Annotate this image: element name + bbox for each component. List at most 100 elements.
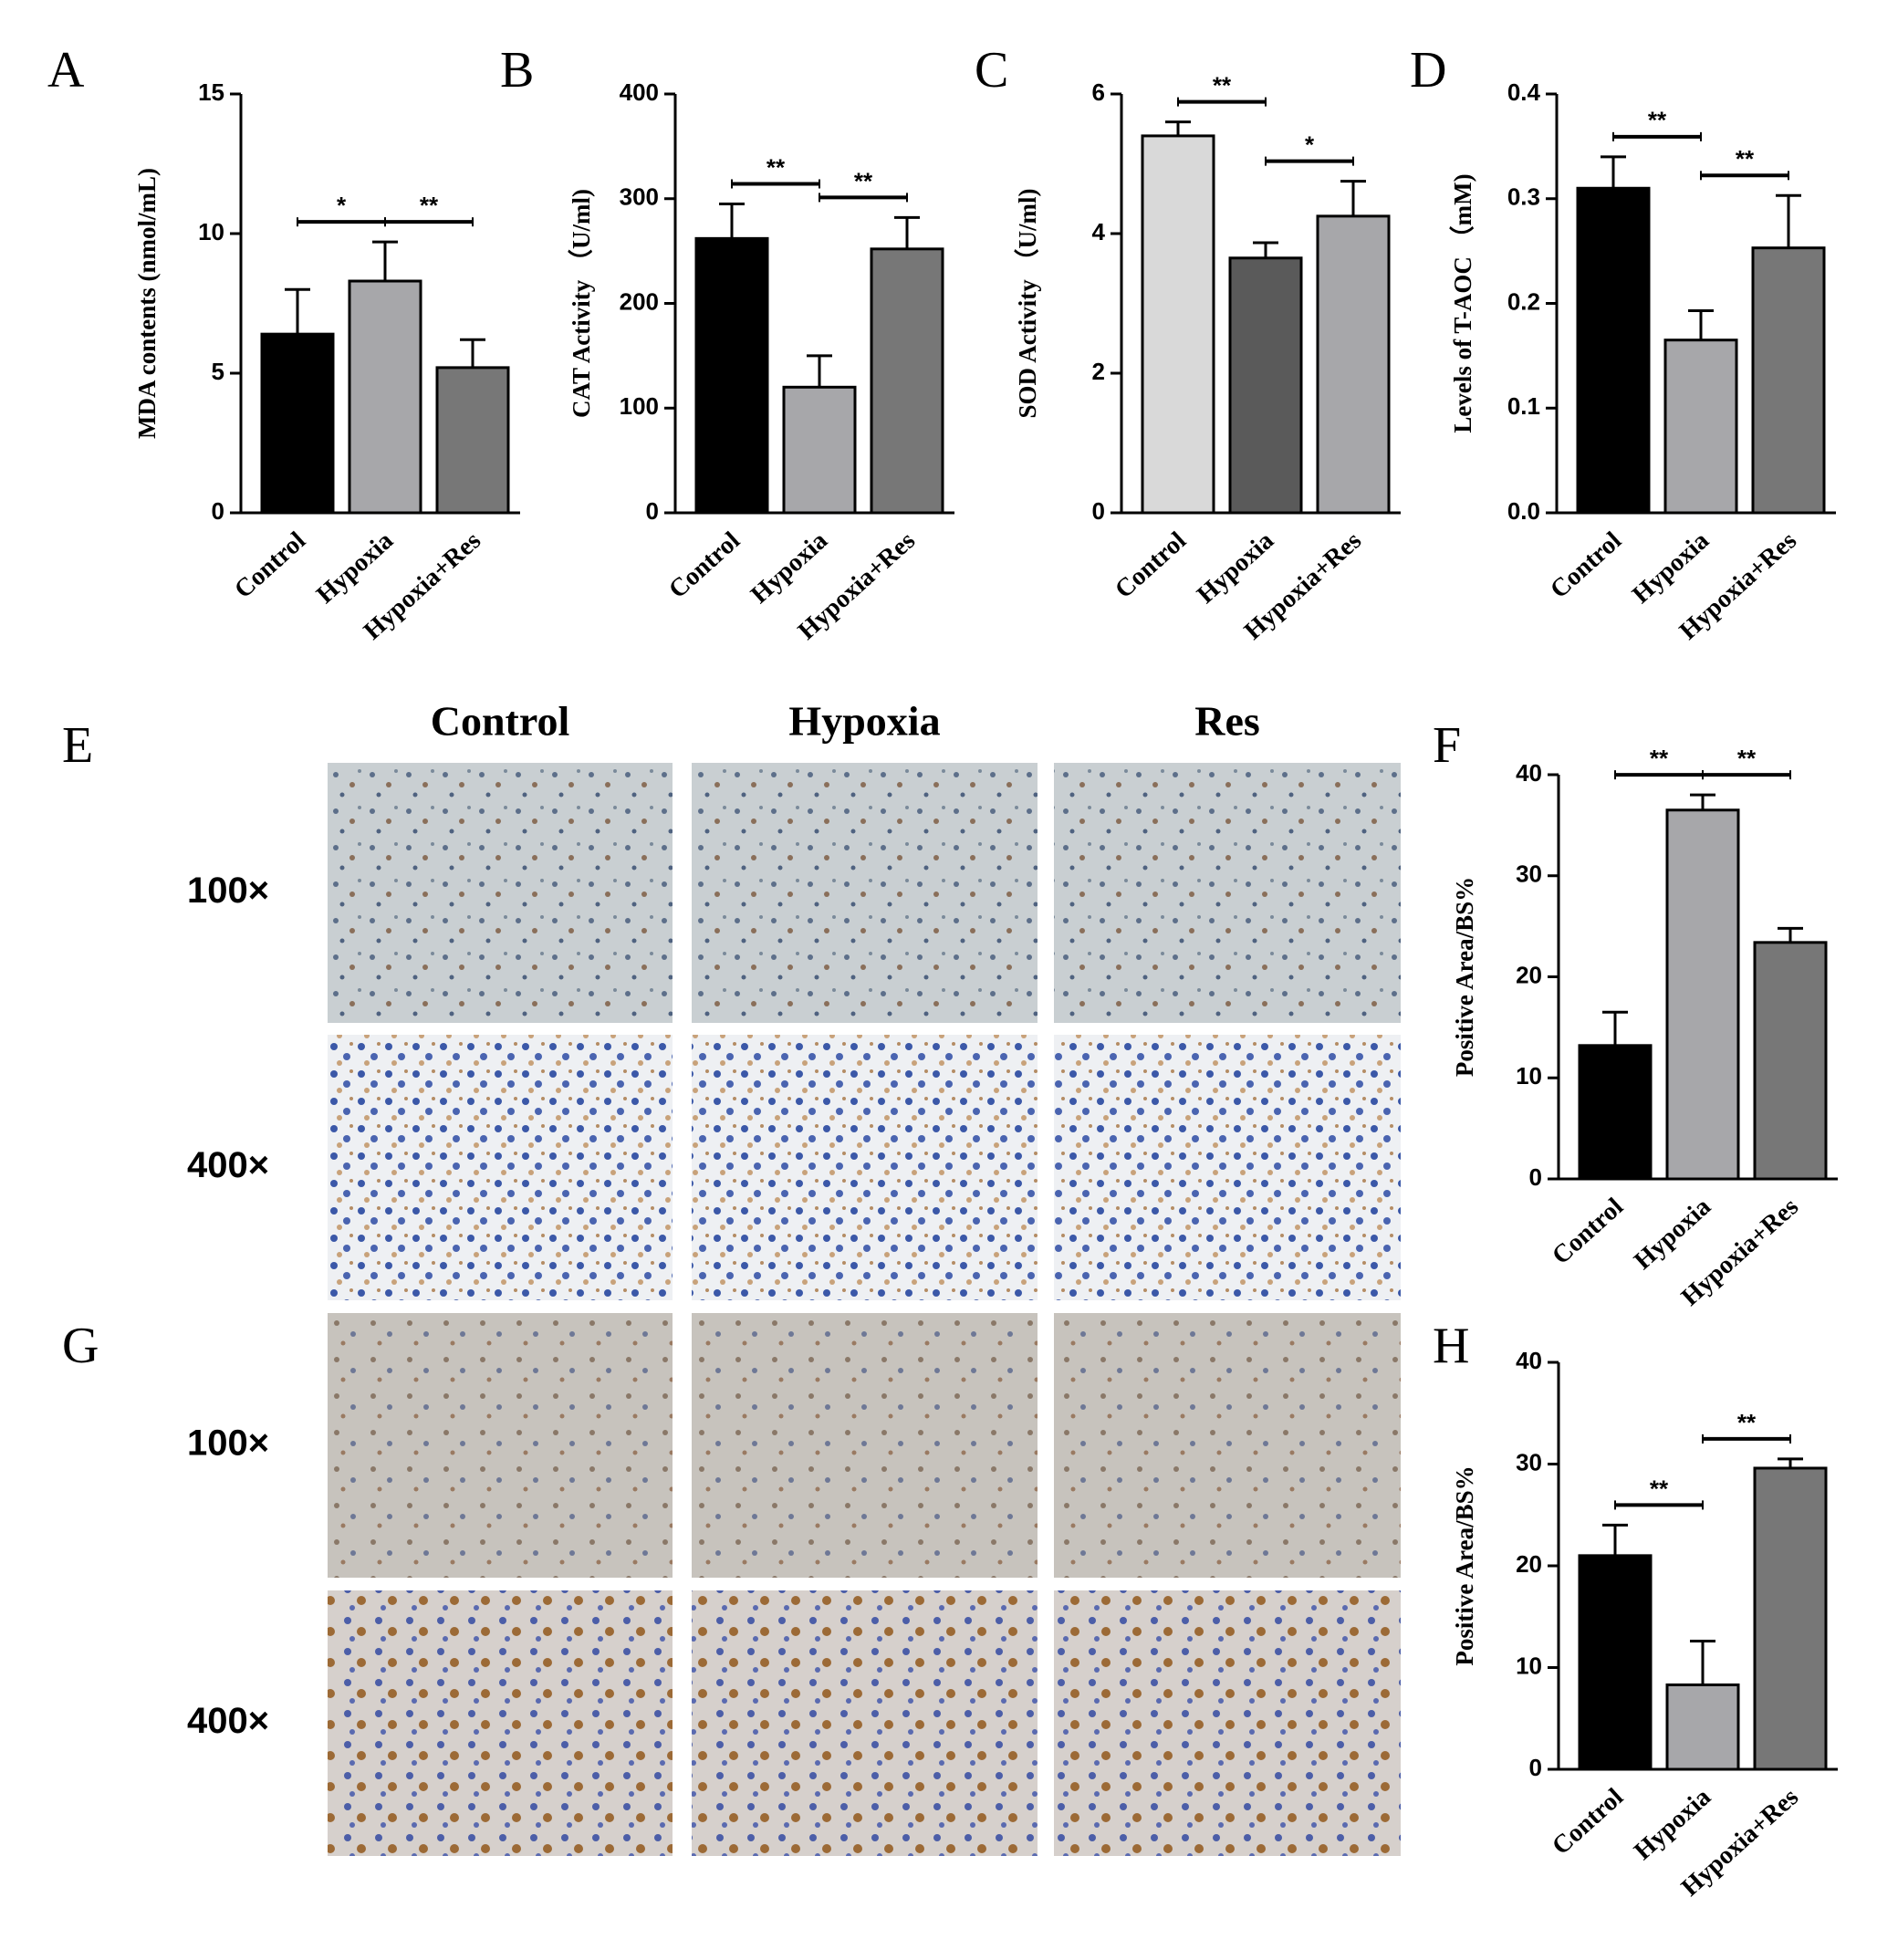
bar	[1663, 339, 1738, 515]
significance-label: **	[1737, 1409, 1757, 1436]
y-tick-label: 0	[646, 497, 659, 525]
bar	[782, 385, 857, 515]
panel-label: H	[1433, 1318, 1469, 1374]
bar	[694, 236, 769, 515]
x-tick-label: Control	[663, 526, 746, 604]
x-tick-label: Hypoxia	[1629, 1193, 1716, 1276]
y-tick-label: 300	[620, 183, 659, 211]
significance-label: **	[1736, 145, 1755, 172]
micrograph	[328, 1313, 673, 1578]
significance-label: **	[1650, 1475, 1669, 1502]
y-tick-label: 40	[1516, 1347, 1542, 1374]
row-label: 400×	[187, 1145, 269, 1185]
panel-label: A	[47, 42, 85, 99]
bar	[1665, 1683, 1740, 1771]
y-tick-label: 10	[198, 218, 224, 245]
micrograph	[1054, 1313, 1401, 1578]
y-axis-label: MDA contents (nmol/mL)	[133, 168, 161, 439]
bar	[870, 247, 944, 515]
panel-label: E	[62, 717, 93, 774]
x-tick-label: Hypoxia	[1192, 526, 1279, 610]
y-tick-label: 6	[1092, 78, 1105, 106]
y-tick-label: 0	[212, 497, 224, 525]
significance-label: **	[1213, 71, 1232, 99]
column-header: Control	[431, 698, 570, 745]
y-tick-label: 40	[1516, 759, 1542, 787]
micrograph	[328, 1590, 673, 1856]
y-tick-label: 20	[1516, 1550, 1542, 1578]
bar	[1753, 941, 1828, 1181]
x-tick-label: Control	[1545, 526, 1627, 604]
y-axis-label: CAT Activity （U/ml)	[568, 189, 595, 418]
x-tick-label: Control	[1547, 1193, 1629, 1270]
column-header: Hypoxia	[788, 698, 940, 745]
row-label: 100×	[187, 1423, 269, 1464]
bar	[348, 279, 422, 515]
y-axis-label: Positive Area/BS%	[1451, 877, 1478, 1077]
y-tick-label: 10	[1516, 1652, 1542, 1679]
bar	[1578, 1554, 1653, 1771]
bar	[1576, 186, 1651, 515]
y-tick-label: 200	[620, 287, 659, 315]
micrograph	[692, 1035, 1038, 1300]
y-tick-label: 0	[1529, 1754, 1542, 1781]
row-label: 400×	[187, 1701, 269, 1741]
panel-label: F	[1433, 717, 1461, 774]
bar	[1751, 246, 1826, 515]
significance-label: **	[1737, 745, 1757, 772]
x-tick-label: Hypoxia	[1627, 526, 1715, 610]
significance-label: *	[1305, 131, 1315, 159]
bar	[1141, 134, 1215, 515]
bar	[1228, 256, 1303, 515]
y-tick-label: 5	[212, 358, 224, 385]
y-tick-label: 400	[620, 78, 659, 106]
x-tick-label: Hypoxia	[1629, 1783, 1716, 1866]
bar	[1578, 1044, 1653, 1181]
bar	[435, 366, 510, 515]
y-tick-label: 2	[1092, 358, 1105, 385]
y-tick-label: 100	[620, 392, 659, 420]
bar	[1316, 214, 1391, 515]
micrograph	[1054, 1035, 1401, 1300]
significance-label: **	[766, 153, 786, 181]
bar	[1753, 1466, 1828, 1771]
y-tick-label: 0.2	[1507, 287, 1540, 315]
y-tick-label: 0	[1529, 1163, 1542, 1191]
y-tick-label: 20	[1516, 961, 1542, 988]
y-axis-label: SOD Activity （U/ml)	[1014, 189, 1041, 419]
micrograph	[1054, 763, 1401, 1023]
y-tick-label: 0	[1092, 497, 1105, 525]
row-label: 100×	[187, 871, 269, 911]
micrograph	[328, 1035, 673, 1300]
micrograph	[1054, 1590, 1401, 1856]
y-tick-label: 10	[1516, 1062, 1542, 1089]
x-tick-label: Hypoxia	[746, 526, 833, 610]
panel-label: G	[62, 1318, 99, 1374]
y-tick-label: 0.4	[1507, 78, 1541, 106]
micrograph	[692, 1590, 1038, 1856]
significance-label: **	[420, 192, 439, 219]
x-tick-label: Hypoxia	[311, 526, 399, 610]
x-tick-label: Control	[229, 526, 311, 604]
panel-label: B	[500, 42, 534, 99]
column-header: Res	[1194, 698, 1260, 745]
significance-label: **	[1650, 745, 1669, 772]
y-tick-label: 15	[198, 78, 224, 106]
y-tick-label: 30	[1516, 860, 1542, 888]
x-tick-label: Control	[1110, 526, 1192, 604]
y-tick-label: 0.1	[1507, 392, 1540, 420]
micrograph	[328, 763, 673, 1023]
y-tick-label: 0.3	[1507, 183, 1540, 211]
panel-label: D	[1410, 42, 1446, 99]
micrograph	[692, 763, 1038, 1023]
micrograph	[692, 1313, 1038, 1578]
y-tick-label: 4	[1092, 218, 1106, 245]
y-tick-label: 30	[1516, 1448, 1542, 1475]
y-axis-label: Positive Area/BS%	[1451, 1465, 1478, 1665]
y-axis-label: Levels of T-AOC （mM)	[1449, 173, 1476, 433]
bar	[260, 332, 335, 515]
significance-label: **	[1648, 107, 1667, 134]
bar	[1665, 808, 1740, 1181]
panel-label: C	[975, 42, 1008, 99]
